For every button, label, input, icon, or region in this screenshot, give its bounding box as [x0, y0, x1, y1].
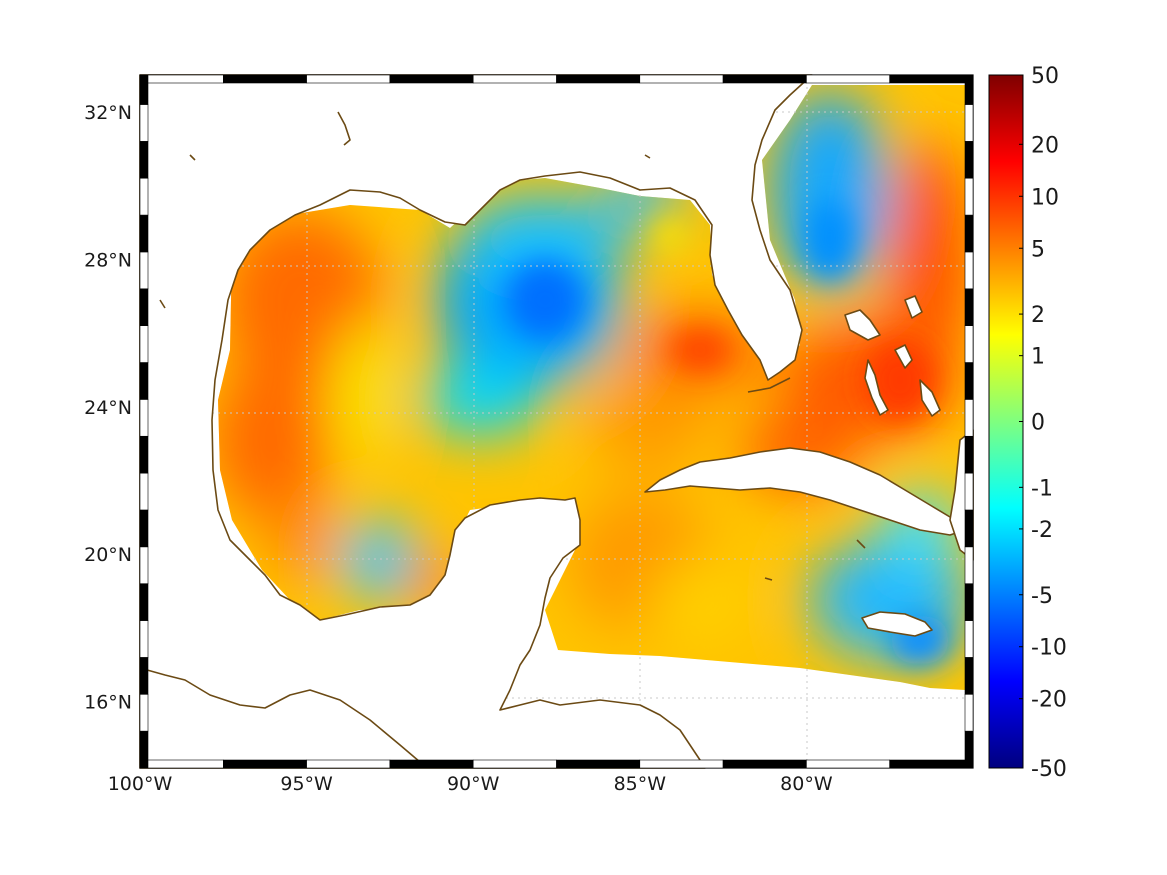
colorbar-tick-label: -5 [1031, 584, 1053, 609]
frame-segment [964, 693, 974, 732]
frame-segment [964, 620, 974, 658]
lat-tick-label: 32°N [84, 102, 132, 124]
colorbar-tick-label: 0 [1031, 411, 1045, 436]
frame-segment [139, 435, 149, 474]
frame-segment [223, 74, 307, 84]
frame-segment [964, 325, 974, 363]
frame-segment [139, 74, 224, 84]
frame-segment [139, 251, 149, 290]
frame-segment [889, 759, 974, 769]
lat-tick-label: 28°N [84, 249, 132, 271]
frame-segment [139, 325, 149, 363]
frame-segment [806, 74, 891, 84]
frame-segment [964, 74, 974, 105]
frame-segment [306, 74, 391, 84]
frame-segment [139, 472, 149, 511]
frame-segment [139, 759, 224, 769]
frame-segment [964, 141, 974, 179]
frame-segment [389, 74, 474, 84]
colorbar-tick-label: -10 [1031, 636, 1067, 661]
lon-tick-label: 95°W [280, 773, 333, 795]
frame-segment [472, 759, 557, 769]
frame-segment [964, 472, 974, 511]
frame-segment [472, 74, 557, 84]
frame-segment [139, 657, 149, 695]
frame-segment [556, 74, 641, 84]
frame-segment [964, 399, 974, 437]
jamaica [861, 611, 933, 637]
frame-segment [964, 509, 974, 548]
frame-segment [139, 288, 149, 326]
frame-segment [964, 177, 974, 216]
frame-segment [139, 730, 149, 769]
lat-tick-label: 16°N [84, 692, 132, 714]
lat-tick-label: 20°N [84, 544, 132, 566]
colorbar-bar [988, 74, 1024, 769]
colorbar-tick-label: 5 [1031, 237, 1045, 262]
frame-segment [306, 759, 391, 769]
coastlines [139, 74, 813, 769]
frame-segment [139, 214, 149, 253]
frame-segment [139, 177, 149, 216]
frame-segment [139, 362, 149, 400]
frame-segment [139, 546, 149, 584]
frame-segment [964, 251, 974, 290]
frame-segment [964, 583, 974, 621]
frame-segment [139, 693, 149, 732]
frame-segment [139, 509, 149, 548]
frame-segment [139, 583, 149, 621]
lat-tick-label: 24°N [84, 397, 132, 419]
colorbar-tick-label: 20 [1031, 133, 1059, 158]
frame-segment [806, 759, 891, 769]
us-gulf-coast [139, 74, 813, 769]
frame-segment [964, 435, 974, 474]
colorbar-tick-label: 2 [1031, 303, 1045, 328]
frame-segment [964, 104, 974, 142]
colorbar-tick-label: 50 [1031, 64, 1059, 89]
central-america-coast [139, 667, 426, 769]
colorbar-tick-label: -2 [1031, 518, 1053, 543]
frame-segment [139, 620, 149, 658]
frame-segment [964, 730, 974, 769]
colorbar-tick-label: 10 [1031, 185, 1059, 210]
latitude-tick-labels: 16°N 20°N 24°N 28°N 32°N [84, 102, 132, 714]
frame-segment [964, 546, 974, 584]
frame-segment [139, 141, 149, 179]
longitude-tick-labels: 100°W 95°W 90°W 85°W 80°W [108, 773, 833, 795]
colorbar-tick-label: 1 [1031, 345, 1045, 370]
frame-segment [964, 214, 974, 253]
colorbar-tick-label: -20 [1031, 688, 1067, 713]
frame-segment [139, 74, 149, 105]
colorbar-tick-label: -1 [1031, 476, 1053, 501]
frame-segment [964, 362, 974, 400]
frame-segment [639, 759, 724, 769]
lon-tick-label: 85°W [614, 773, 667, 795]
frame-segment [639, 74, 724, 84]
colorbar-tick-label: -50 [1031, 757, 1067, 782]
frame-segment [964, 288, 974, 326]
lon-tick-label: 100°W [108, 773, 173, 795]
frame-segment [139, 104, 149, 142]
small-islands [159, 111, 866, 581]
lon-tick-label: 80°W [780, 773, 833, 795]
frame-segment [889, 74, 974, 84]
frame-segment [139, 399, 149, 437]
map-frame [139, 74, 974, 769]
frame-segment [722, 74, 807, 84]
frame-segment [964, 657, 974, 695]
frame-segment [556, 759, 641, 769]
bahamas [844, 295, 941, 417]
frame-segment [389, 759, 474, 769]
lon-tick-label: 90°W [447, 773, 500, 795]
frame-segment [722, 759, 807, 769]
frame-segment [223, 759, 307, 769]
